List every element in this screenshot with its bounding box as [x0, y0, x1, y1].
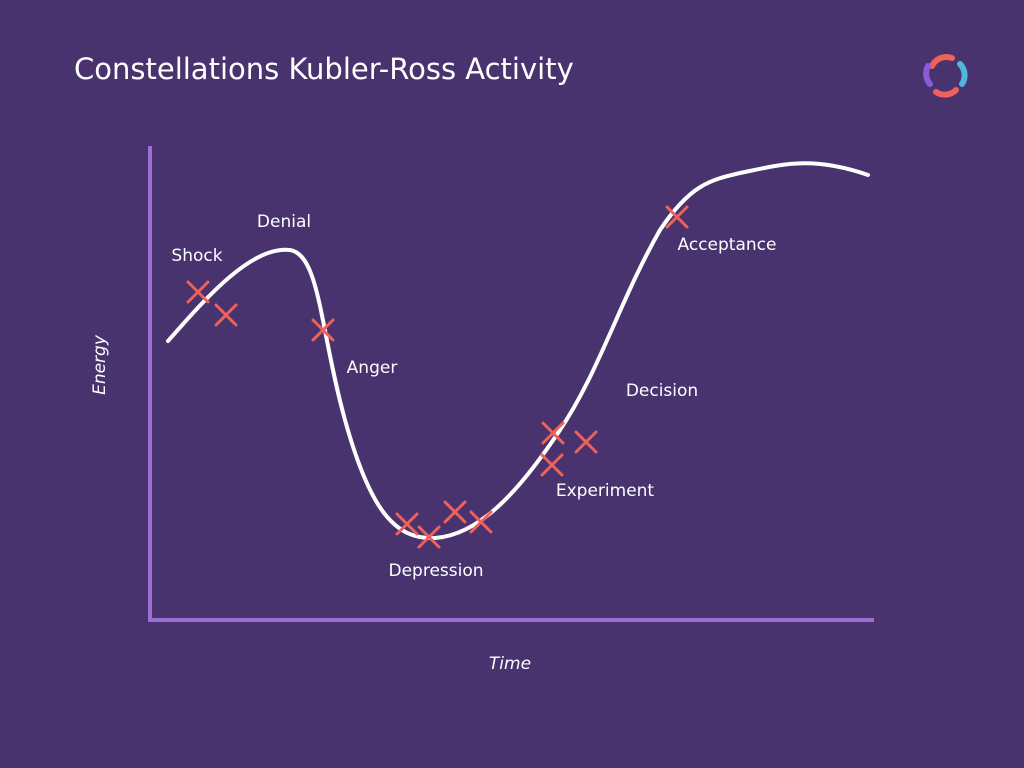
x-mark-stroke: [541, 421, 565, 445]
x-mark-stroke: [395, 512, 419, 536]
stage-label: Shock: [171, 246, 222, 266]
stage-label: Depression: [388, 561, 483, 581]
x-mark-stroke: [417, 525, 441, 549]
stage-label: Acceptance: [678, 235, 777, 255]
x-marks: [186, 205, 689, 549]
stage-label: Experiment: [556, 481, 655, 501]
stage-label: Denial: [257, 212, 311, 232]
title: Constellations Kubler-Ross Activity: [74, 52, 574, 86]
x-mark-stroke: [540, 453, 564, 477]
x-mark-stroke: [665, 205, 689, 229]
y-axis-label: Energy: [90, 334, 110, 395]
x-mark-stroke: [443, 500, 467, 524]
stage-label: Decision: [626, 381, 698, 401]
x-axis-label: Time: [489, 654, 531, 674]
x-mark-stroke: [214, 303, 238, 327]
x-mark-stroke: [186, 280, 210, 304]
x-mark-stroke: [469, 510, 493, 534]
x-mark-stroke: [574, 430, 598, 454]
x-mark-stroke: [311, 318, 335, 342]
logo: [923, 53, 968, 98]
stage-label: Anger: [347, 358, 398, 378]
